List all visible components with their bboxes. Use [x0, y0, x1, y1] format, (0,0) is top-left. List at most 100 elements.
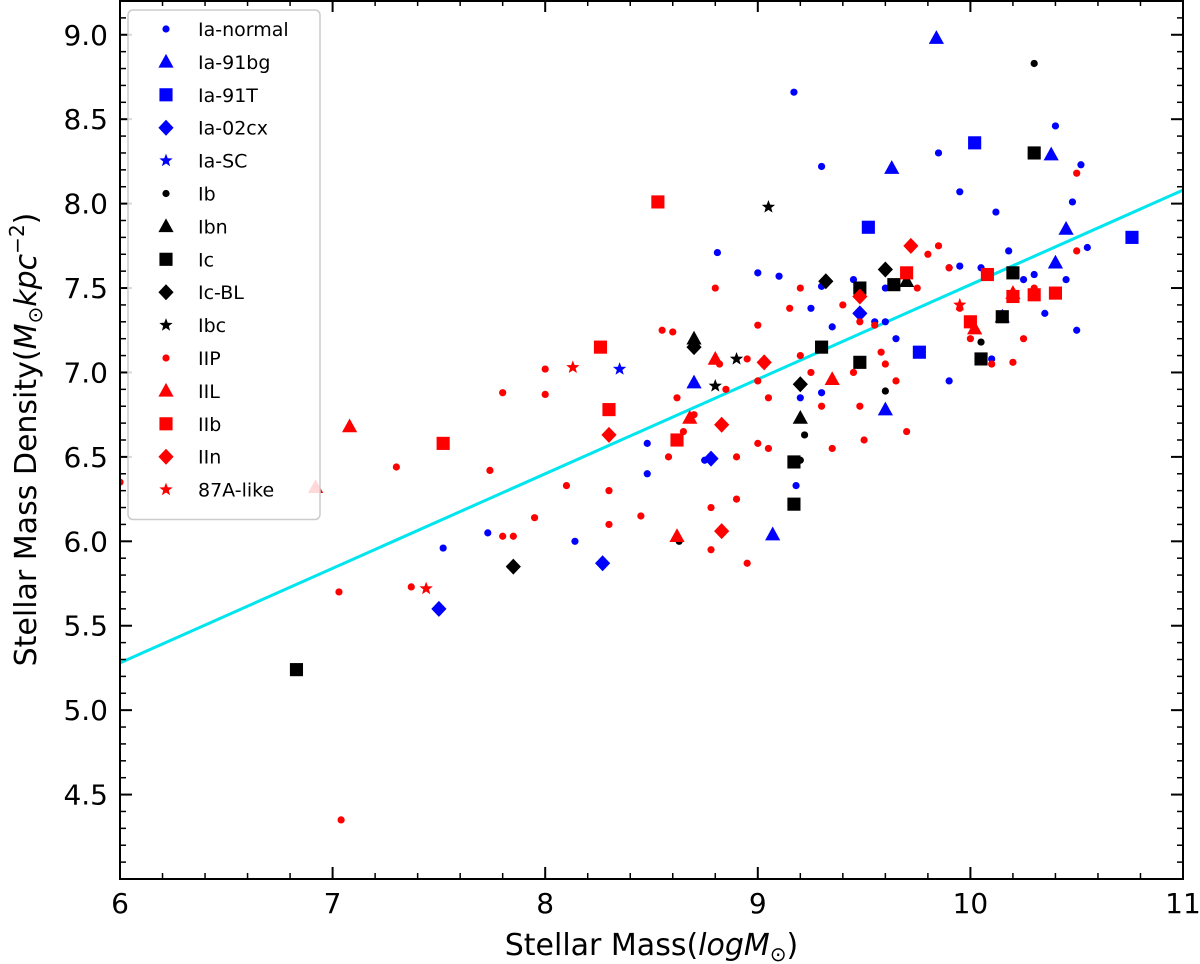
data-point — [849, 275, 858, 284]
legend-label: Ibn — [198, 216, 228, 238]
data-point — [713, 248, 722, 257]
series-iib — [436, 195, 1062, 450]
data-point — [881, 387, 889, 395]
legend-marker — [158, 382, 174, 397]
data-point — [817, 402, 826, 410]
data-point — [1030, 59, 1038, 68]
x-tick-label: 7 — [324, 887, 342, 920]
data-point — [787, 497, 801, 511]
data-point — [601, 426, 617, 443]
legend-marker — [158, 218, 174, 233]
series-ibc — [708, 199, 776, 392]
data-point — [732, 495, 741, 503]
data-point — [714, 523, 730, 540]
data-point — [1027, 146, 1041, 160]
data-point — [1062, 275, 1070, 284]
data-point — [807, 368, 815, 377]
data-point — [562, 481, 571, 490]
legend-label: 87A-like — [198, 480, 274, 502]
data-point — [1073, 326, 1081, 334]
data-point — [1048, 286, 1062, 300]
data-point — [992, 208, 1000, 216]
data-point — [602, 403, 616, 417]
data-point — [966, 335, 975, 343]
y-tick-label: 6.0 — [63, 525, 108, 558]
data-point — [1043, 146, 1059, 161]
data-point — [807, 304, 815, 312]
legend-marker — [159, 153, 173, 167]
y-tick-label: 5.5 — [63, 610, 108, 643]
data-point — [1006, 289, 1020, 304]
legend-marker — [158, 448, 174, 465]
data-point — [637, 512, 645, 520]
data-point — [824, 371, 840, 385]
legend-label: Ia-SC — [198, 151, 247, 173]
data-point — [1041, 309, 1049, 317]
series-ib — [675, 59, 1038, 545]
ticks-layer: 6 7 8 9 10 11 4.5 5.0 5.5 6.0 6.5 7.0 7.5 8.0 8.5 9.0 — [63, 0, 1200, 920]
series-ia-02cx — [431, 305, 868, 617]
data-point — [743, 355, 751, 363]
data-point — [884, 160, 900, 174]
data-point — [761, 199, 776, 213]
data-point — [881, 318, 889, 326]
data-point — [407, 583, 415, 591]
data-point — [1019, 335, 1028, 343]
data-point — [1077, 161, 1085, 169]
data-point — [775, 272, 783, 280]
legend-label: Ic — [198, 249, 214, 271]
data-point — [887, 278, 901, 292]
data-point — [796, 351, 804, 360]
y-tick-label: 8.0 — [63, 188, 108, 221]
data-point — [861, 220, 875, 234]
y-tick-label: 5.0 — [63, 694, 108, 727]
data-point — [856, 318, 864, 326]
data-point — [1051, 122, 1060, 130]
data-point — [658, 326, 666, 334]
data-point — [796, 284, 804, 292]
data-point — [541, 390, 549, 399]
data-point — [818, 273, 834, 290]
data-point — [839, 301, 847, 309]
data-point — [1027, 288, 1041, 302]
series-ia-91bg — [686, 30, 1074, 541]
legend: Ia-normal Ia-91bg Ia-91T Ia-02cx Ia-SC Ib Ibn I… — [127, 9, 321, 521]
legend-marker — [158, 53, 174, 68]
y-tick-label: 6.5 — [63, 441, 108, 474]
data-point — [881, 284, 889, 292]
data-point — [664, 453, 673, 461]
data-point — [732, 453, 741, 461]
data-point — [1073, 247, 1081, 255]
data-point — [945, 264, 953, 272]
data-point — [934, 242, 943, 250]
data-point — [800, 431, 809, 439]
data-point — [593, 340, 608, 354]
data-point — [974, 352, 988, 366]
data-point — [988, 355, 996, 363]
y-tick-label: 8.5 — [63, 103, 108, 136]
data-point — [980, 267, 994, 282]
data-point — [1006, 266, 1020, 280]
data-point — [1083, 243, 1091, 252]
series-ia-sc — [612, 362, 627, 375]
data-point — [707, 350, 723, 365]
legend-label: IIL — [198, 381, 220, 403]
legend-marker — [159, 318, 173, 331]
data-point — [792, 410, 808, 424]
y-tick-label: 7.0 — [63, 356, 108, 389]
data-point — [796, 394, 804, 402]
data-point — [754, 439, 762, 447]
legend-label: Ic-BL — [198, 282, 244, 304]
data-point — [860, 436, 868, 444]
data-point — [817, 162, 826, 171]
data-point — [711, 284, 719, 292]
data-point — [686, 339, 702, 356]
data-point — [1047, 254, 1064, 269]
data-point — [670, 433, 684, 447]
data-point — [1030, 270, 1038, 279]
x-tick-label: 11 — [1165, 887, 1200, 920]
data-point — [899, 273, 915, 288]
data-point — [509, 532, 517, 540]
data-point — [708, 378, 722, 392]
legend-label: Ib — [198, 184, 216, 206]
